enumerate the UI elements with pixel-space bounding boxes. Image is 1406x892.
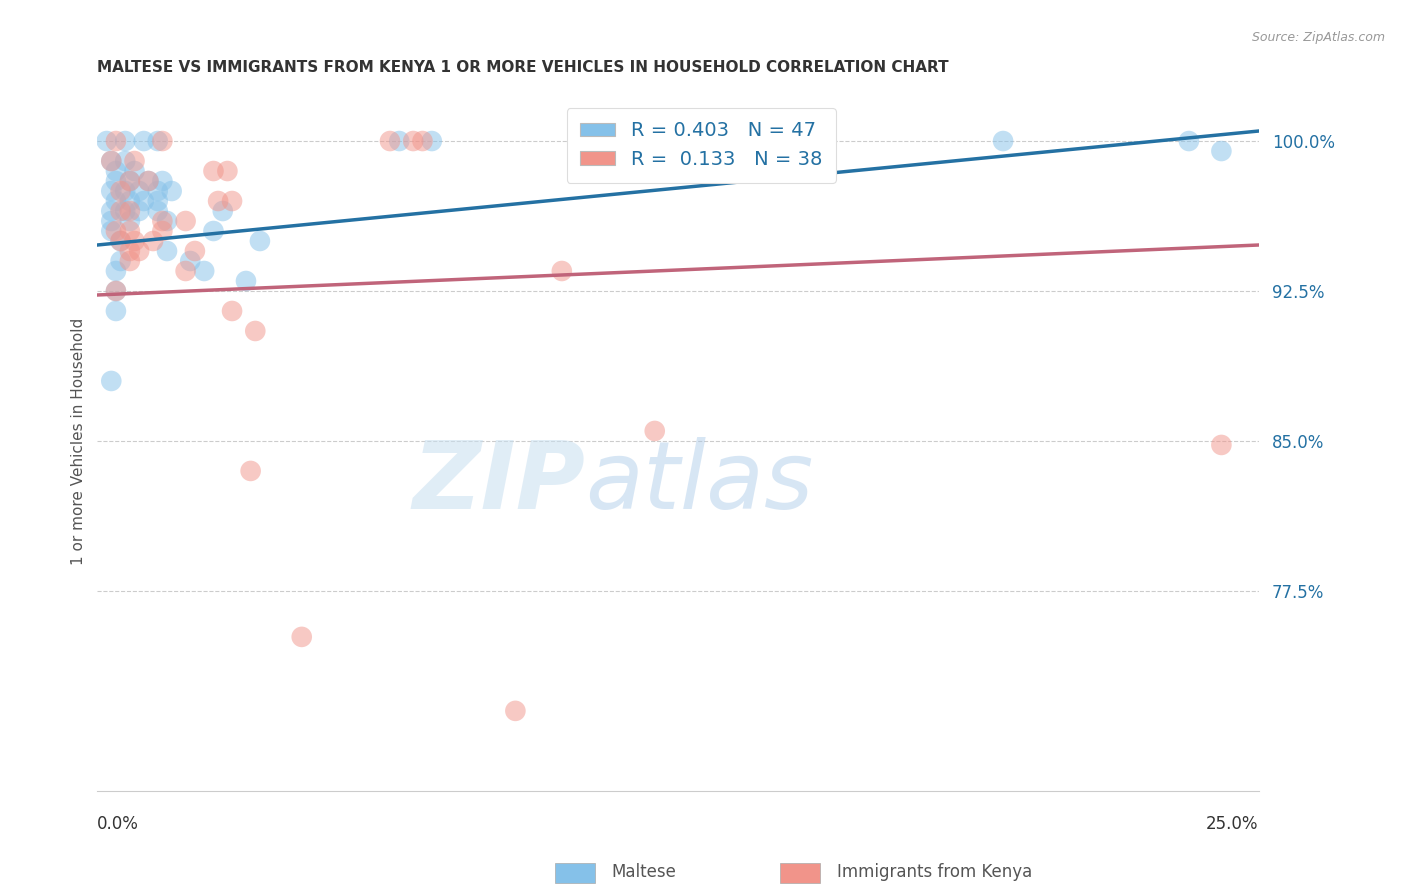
Point [146,184,169,198]
Point [142,234,165,248]
Point [118,174,141,188]
Point [100,224,122,238]
Point [1211,144,1233,158]
Point [991,134,1014,148]
Point [644,424,666,438]
Point [100,154,122,169]
Point [104,224,127,238]
Point [100,154,122,169]
Point [114,204,136,219]
Point [156,214,179,228]
Point [221,304,243,318]
Point [551,264,574,278]
Point [124,154,146,169]
Point [114,184,136,198]
Text: 0.0%: 0.0% [97,815,139,833]
Point [1178,134,1201,148]
Text: Immigrants from Kenya: Immigrants from Kenya [837,863,1032,881]
Point [132,134,155,148]
Point [128,244,150,258]
Point [378,134,401,148]
Point [110,184,132,198]
Point [118,214,141,228]
Point [118,224,141,238]
Point [156,244,179,258]
Point [245,324,267,338]
Point [124,234,146,248]
Point [114,134,136,148]
Point [104,264,127,278]
Point [118,204,141,219]
Text: atlas: atlas [585,437,813,528]
Point [221,194,243,208]
Point [150,134,173,148]
Point [100,204,122,219]
Point [146,134,169,148]
Point [118,194,141,208]
Point [128,184,150,198]
Point [1211,438,1233,452]
Point [100,184,122,198]
Point [207,194,229,208]
Point [174,264,197,278]
Point [104,284,127,298]
Point [110,204,132,219]
Y-axis label: 1 or more Vehicles in Household: 1 or more Vehicles in Household [72,318,86,565]
Point [114,154,136,169]
Point [239,464,262,478]
Point [217,164,239,178]
Text: Source: ZipAtlas.com: Source: ZipAtlas.com [1251,31,1385,45]
Point [100,374,122,388]
Point [132,194,155,208]
Point [110,234,132,248]
Point [402,134,425,148]
Point [174,214,197,228]
Point [411,134,433,148]
Point [150,214,173,228]
Text: 25.0%: 25.0% [1206,815,1258,833]
Point [110,234,132,248]
Point [202,164,225,178]
Point [420,134,443,148]
Point [291,630,314,644]
Point [104,134,127,148]
Point [124,164,146,178]
Point [104,194,127,208]
Point [211,204,233,219]
Point [100,214,122,228]
Point [128,204,150,219]
Text: ZIP: ZIP [412,437,585,529]
Point [104,284,127,298]
Point [104,164,127,178]
Point [249,234,271,248]
Point [96,134,118,148]
Point [138,174,160,188]
Point [118,174,141,188]
Point [146,194,169,208]
Text: Maltese: Maltese [612,863,676,881]
Point [104,174,127,188]
Point [235,274,257,288]
Point [118,244,141,258]
Point [160,184,183,198]
Point [202,224,225,238]
Point [150,174,173,188]
Point [138,174,160,188]
Point [179,254,201,268]
Legend: R = 0.403   N = 47, R =  0.133   N = 38: R = 0.403 N = 47, R = 0.133 N = 38 [567,108,835,183]
Point [184,244,207,258]
Point [118,254,141,268]
Point [104,304,127,318]
Point [193,264,215,278]
Point [388,134,411,148]
Text: MALTESE VS IMMIGRANTS FROM KENYA 1 OR MORE VEHICLES IN HOUSEHOLD CORRELATION CHA: MALTESE VS IMMIGRANTS FROM KENYA 1 OR MO… [97,60,949,75]
Point [150,224,173,238]
Point [110,254,132,268]
Point [146,204,169,219]
Point [505,704,527,718]
